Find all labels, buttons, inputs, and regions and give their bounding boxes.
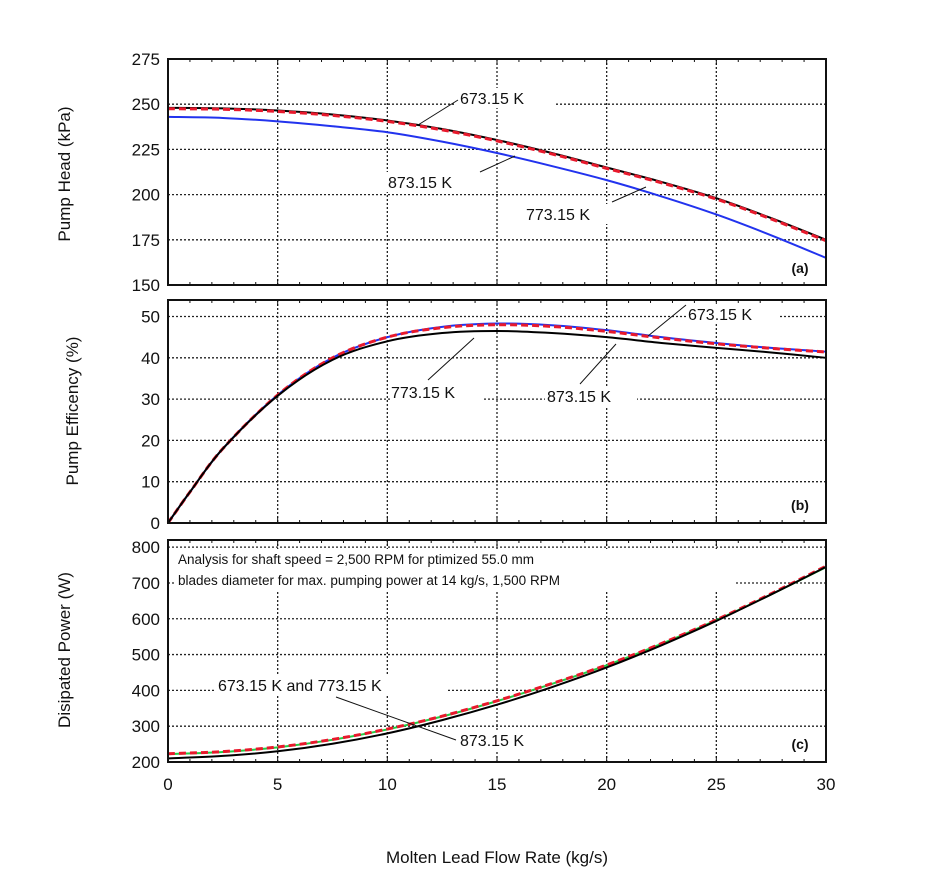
panel-b: 0 10 20 30 40 50 <box>141 299 827 533</box>
y-tick-label-a: 150 <box>132 276 160 295</box>
series-line-a-873-15-K <box>167 115 827 259</box>
y-tick-label-c: 200 <box>132 753 160 772</box>
annotation-b-673: 673.15 K <box>688 307 752 324</box>
plot-frame-c <box>167 539 827 763</box>
series-line-c-773-15-K <box>167 564 827 756</box>
annotation-c-673-773: 673.15 K and 773.15 K <box>218 678 382 695</box>
annotation-b-873: 873.15 K <box>547 389 611 406</box>
y-tick-label-b: 0 <box>151 514 160 533</box>
annotation-a-873: 873.15 K <box>388 175 452 192</box>
series-line-a-773-15-K <box>167 107 827 243</box>
y-tick-label-a: 275 <box>132 50 160 69</box>
y-tick-label-b: 50 <box>141 308 160 327</box>
annotation-b-773: 773.15 K <box>391 385 455 402</box>
y-axis-label-c: Disipated Power (W) <box>55 572 74 728</box>
y-tick-label-c: 600 <box>132 610 160 629</box>
y-tick-label-b: 30 <box>141 390 160 409</box>
plot-frame-b <box>167 299 827 524</box>
x-tick-label: 10 <box>378 775 397 794</box>
y-axis-label-b: Pump Efficency (%) <box>63 337 82 486</box>
series-line-c-873-15-K <box>167 565 827 760</box>
x-tick-label: 30 <box>817 775 836 794</box>
x-tick-label: 15 <box>488 775 507 794</box>
y-tick-label-a: 200 <box>132 186 160 205</box>
x-axis-label: Molten Lead Flow Rate (kg/s) <box>386 848 608 867</box>
x-tick-label: 0 <box>163 775 172 794</box>
annotation-a-673: 673.15 K <box>460 91 524 108</box>
plot-frame-a <box>167 58 827 286</box>
y-tick-label-b: 20 <box>141 431 160 450</box>
panel-b-tag: (b) <box>791 497 809 513</box>
annotation-a-773: 773.15 K <box>526 207 590 224</box>
panel-c-tag: (c) <box>791 736 808 752</box>
panel-a-tag: (a) <box>791 260 808 276</box>
x-tick-label: 20 <box>597 775 616 794</box>
y-tick-label-a: 250 <box>132 95 160 114</box>
analysis-note-line-2: blades diameter for max. pumping power a… <box>178 573 560 588</box>
analysis-note-line-1: Analysis for shaft speed = 2,500 RPM for… <box>178 552 534 567</box>
y-tick-label-b: 40 <box>141 349 160 368</box>
y-tick-label-c: 700 <box>132 574 160 593</box>
series-line-b-873-15-K <box>167 329 827 524</box>
annotation-c-873: 873.15 K <box>460 733 524 750</box>
y-tick-label-c: 500 <box>132 646 160 665</box>
y-tick-label-c: 400 <box>132 681 160 700</box>
x-tick-label: 25 <box>707 775 726 794</box>
y-tick-label-c: 300 <box>132 717 160 736</box>
y-tick-label-b: 10 <box>141 473 160 492</box>
y-tick-label-a: 225 <box>132 140 160 159</box>
panel-a: 150 175 200 225 250 275 <box>132 50 827 295</box>
y-tick-label-c: 800 <box>132 538 160 557</box>
x-tick-label: 5 <box>273 775 282 794</box>
y-axis-label-a: Pump Head (kPa) <box>55 106 74 241</box>
y-tick-label-a: 175 <box>132 231 160 250</box>
